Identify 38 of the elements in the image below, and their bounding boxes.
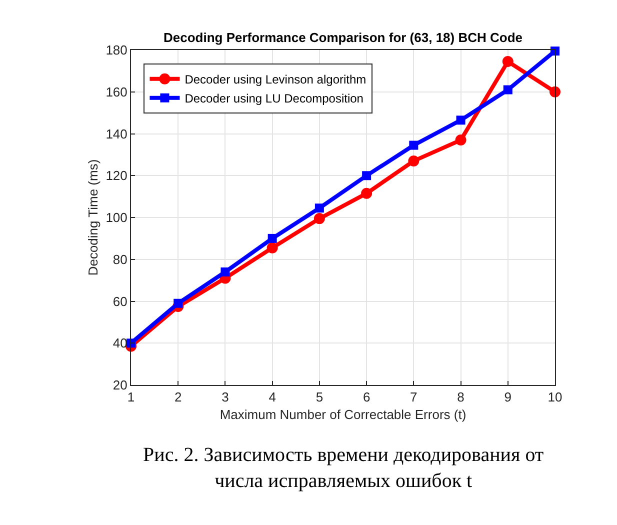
point — [314, 204, 324, 213]
text: Рис. 2. Зависимость времени декодирования от числа исправляемых ошибок t — [143, 444, 544, 492]
point — [502, 56, 514, 68]
y-tick-label: 60 — [112, 294, 128, 309]
y-axis-title: Decoding Time (ms) — [86, 159, 101, 276]
y-tick-label: 120 — [106, 168, 128, 184]
x-tick-label: 8 — [457, 390, 464, 405]
point — [409, 140, 418, 150]
point — [503, 85, 512, 94]
legend-label: Decoder using LU Decomposition — [184, 92, 364, 106]
y-tick-label: 140 — [106, 126, 128, 142]
x-tick-label: 1 — [127, 390, 135, 405]
point — [174, 298, 183, 308]
point — [361, 188, 372, 199]
y-tick-label: 100 — [106, 210, 128, 226]
legend-label: Decoder using Levinson algorithm — [184, 72, 366, 87]
x-axis-title: Maximum Number of Correctable Errors (t) — [220, 407, 466, 422]
x-tick-label: 6 — [362, 390, 370, 405]
x-tick-label: 10 — [548, 390, 562, 405]
y-tick-label: 180 — [106, 42, 128, 58]
point — [220, 267, 230, 276]
y-tick-label: 20 — [112, 378, 128, 393]
x-tick-label: 3 — [222, 390, 229, 405]
x-tick-label: 2 — [174, 390, 182, 405]
point — [362, 171, 372, 180]
point — [455, 134, 466, 146]
point — [268, 234, 277, 243]
x-tick-label: 9 — [504, 390, 512, 405]
x-tick-label: 7 — [410, 390, 418, 405]
x-tick-label: 4 — [268, 390, 276, 405]
point — [266, 242, 278, 254]
x-tick-label: 5 — [316, 390, 324, 405]
y-tick-label: 80 — [112, 252, 128, 267]
point — [408, 155, 420, 166]
point — [456, 116, 466, 125]
point — [314, 213, 325, 224]
y-tick-label: 160 — [106, 84, 128, 100]
chart-title: Decoding Performance Comparison for (63, 18) BCH Code — [163, 30, 523, 45]
